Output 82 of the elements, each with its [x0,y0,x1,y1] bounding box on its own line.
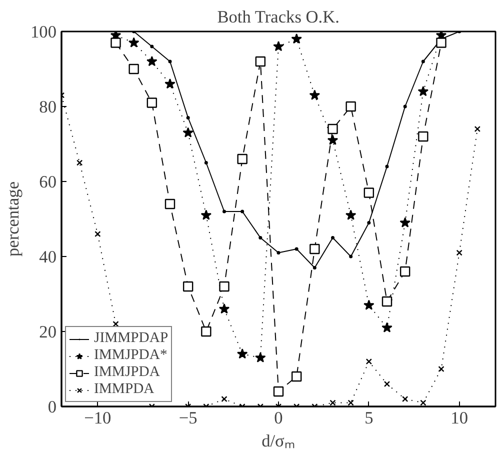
point [309,90,320,100]
y-tick-label: 80 [39,98,56,116]
point [76,160,83,166]
x-axis-title: d/σₘ [262,432,296,450]
point [168,60,172,64]
point [327,134,338,145]
point [474,126,480,132]
point [221,396,228,402]
point [421,60,425,64]
x-tick-label: 10 [450,408,468,428]
point [438,366,444,372]
point [94,230,101,238]
x-tick-label: −10 [84,408,112,428]
legend-label: IMMPDA [94,381,154,398]
point [420,400,426,406]
point [222,210,226,214]
point [273,386,284,397]
point [164,198,176,210]
point [312,266,316,270]
point [403,104,407,108]
x-tick-label: −5 [178,408,198,428]
point [418,86,429,96]
point [436,38,446,48]
point [364,300,374,310]
point [345,210,356,220]
point [291,371,302,382]
y-tick-label: 60 [39,172,56,192]
legend-label: JIMMPDAP [94,330,168,347]
point [382,296,392,307]
legend-label: IMMJPDA [94,364,160,381]
point [112,320,119,328]
point [366,358,372,365]
chart-title: Both Tracks O.K. [217,8,340,26]
point [255,352,266,362]
point [400,266,410,277]
point [273,40,284,52]
point [402,396,408,402]
point [258,236,262,240]
point [400,217,410,228]
point [240,210,244,214]
point [186,116,190,120]
point [384,380,390,388]
point [110,38,121,48]
point [364,188,374,198]
point [255,56,266,67]
point [367,221,371,224]
point [218,303,230,314]
point [182,127,194,138]
point [349,254,353,258]
point [456,250,462,256]
point [164,78,176,89]
y-tick-label: 20 [39,322,56,342]
legend-label: IMMJPDA* [94,347,168,364]
point [328,124,338,134]
x-tick-label: 5 [364,408,374,428]
point [330,400,336,406]
point [201,326,212,337]
point [146,56,158,66]
y-tick-label: 40 [39,248,56,266]
y-tick-label: 100 [30,22,57,42]
x-tick-label: 0 [274,408,283,428]
point [146,98,158,108]
point [346,101,356,112]
y-axis-title: percentage [4,181,23,257]
point [182,281,194,292]
point [128,37,140,48]
point [348,400,354,406]
point [237,154,248,164]
point [385,164,389,168]
point [310,244,320,254]
point [204,161,208,164]
point [382,322,392,332]
point [236,348,248,359]
point [294,247,298,251]
point [418,131,428,142]
point [219,281,230,292]
point [150,44,154,48]
point [128,64,139,74]
point [276,251,280,254]
point [331,236,334,240]
point [291,33,302,44]
point [200,210,212,220]
